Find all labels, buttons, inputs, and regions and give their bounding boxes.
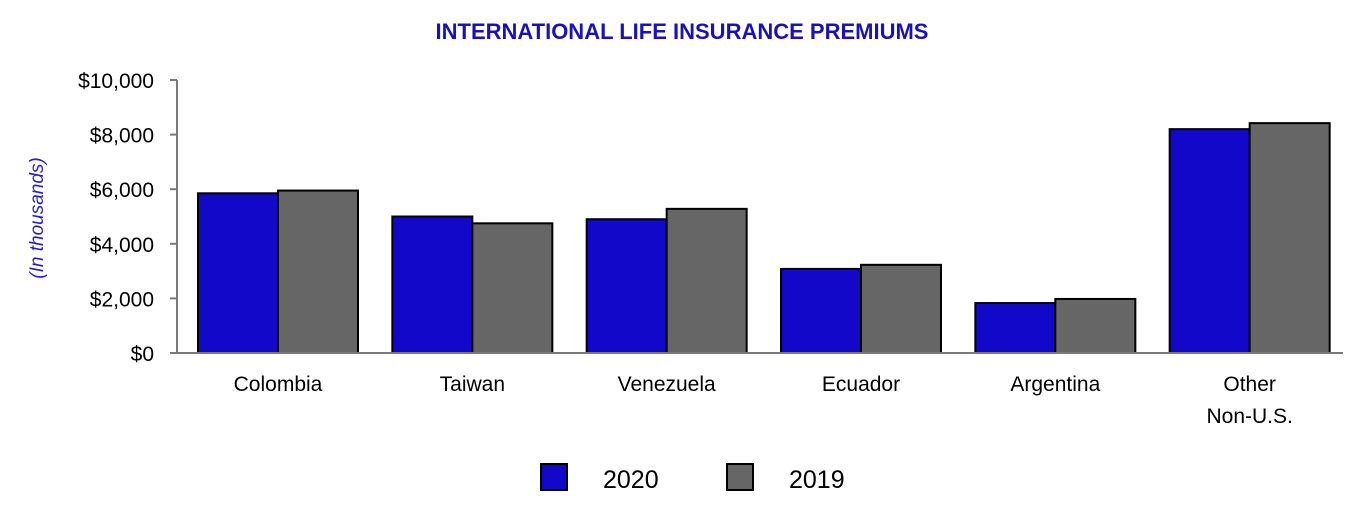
bar-2020: [974, 302, 1057, 354]
x-tick-label-line: Venezuela: [618, 373, 716, 396]
legend-swatch-2020: [540, 463, 568, 491]
legend-swatch-2019: [726, 463, 754, 491]
bar-2020: [197, 192, 279, 354]
x-tick-label: Colombia: [234, 373, 323, 396]
x-tick-label-line: Colombia: [234, 373, 323, 396]
y-tick-label: $0: [131, 343, 154, 366]
plot-area: $0 $2,000 $4,000 $6,000 $8,000 $10,000 Colombi…: [78, 70, 1343, 428]
bar-2019: [471, 222, 554, 354]
x-tick-label: Argentina: [1010, 373, 1100, 396]
bar-2019: [1248, 122, 1331, 354]
y-tick-label: $10,000: [78, 70, 154, 93]
bar-2020: [585, 218, 668, 354]
bar-2020: [780, 267, 862, 354]
y-tick-label: $6,000: [90, 179, 154, 202]
bar-2020: [391, 215, 474, 354]
y-tick-label: $8,000: [90, 125, 154, 148]
x-tick-label-line: Argentina: [1010, 373, 1100, 396]
legend-label-2020: 2020: [603, 466, 659, 494]
bar-2020: [1168, 128, 1251, 354]
x-tick-label-line: Non-U.S.: [1206, 405, 1292, 428]
bar-2019: [665, 207, 748, 354]
y-tick-label: $4,000: [90, 234, 154, 257]
bar-2019: [860, 263, 942, 355]
y-axis-label: (In thousands): [27, 157, 48, 278]
chart-title: INTERNATIONAL LIFE INSURANCE PREMIUMS: [436, 19, 929, 44]
x-tick-label: Other Non-U.S.: [1206, 373, 1292, 428]
legend-label-2019: 2019: [789, 466, 845, 494]
x-tick-label: Venezuela: [618, 373, 716, 396]
legend: 2020 2019: [540, 463, 845, 494]
x-tick-label: Taiwan: [440, 373, 505, 396]
y-tick-label: $2,000: [90, 288, 154, 311]
x-tick-label-line: Other: [1223, 373, 1276, 396]
bar-2019: [1054, 297, 1137, 355]
x-tick-label-line: Taiwan: [440, 373, 505, 396]
x-tick-label-line: Ecuador: [822, 373, 900, 396]
x-tick-label: Ecuador: [822, 373, 900, 396]
bar-2019: [277, 189, 359, 354]
